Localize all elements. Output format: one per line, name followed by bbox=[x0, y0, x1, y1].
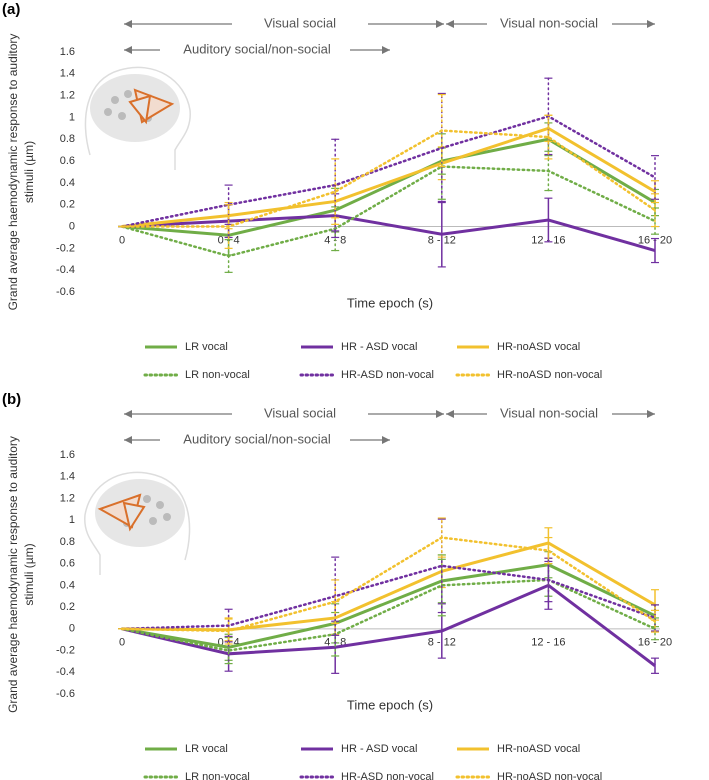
y-tick-label: 0.6 bbox=[60, 155, 75, 167]
arrow-head bbox=[436, 410, 444, 418]
x-tick-label: 0 bbox=[119, 637, 125, 649]
y-tick-label: 1.2 bbox=[60, 90, 75, 102]
y-tick-label: 0.2 bbox=[60, 601, 75, 613]
y-tick-label: -0.6 bbox=[56, 688, 75, 700]
y-tick-label: -0.4 bbox=[56, 264, 75, 276]
data-line bbox=[121, 541, 656, 632]
y-axis-title: Grand average haemodynamic response to a… bbox=[6, 436, 20, 713]
y-tick-label: 1.4 bbox=[60, 68, 75, 80]
legend-label: HR-ASD non-vocal bbox=[341, 771, 434, 780]
y-tick-label: 0.8 bbox=[60, 133, 75, 145]
y-tick-label: 1.2 bbox=[60, 492, 75, 504]
y-tick-label: 0 bbox=[69, 220, 75, 232]
data-line bbox=[120, 129, 657, 228]
y-tick-label: 0.2 bbox=[60, 199, 75, 211]
legend-label: HR-noASD non-vocal bbox=[497, 369, 602, 381]
y-tick-label: 1.4 bbox=[60, 471, 75, 483]
data-line bbox=[120, 564, 657, 631]
y-tick-label: -0.6 bbox=[56, 286, 75, 298]
y-tick-label: -0.4 bbox=[56, 666, 75, 678]
data-line bbox=[121, 214, 656, 252]
legend-label: LR vocal bbox=[185, 341, 228, 353]
data-line bbox=[120, 115, 657, 228]
arrow-head bbox=[124, 46, 132, 54]
arrow-head bbox=[382, 46, 390, 54]
y-tick-label: 0.4 bbox=[60, 579, 75, 591]
arrow-head bbox=[124, 436, 132, 444]
y-tick-label: 1.6 bbox=[60, 46, 75, 58]
y-tick-label: 0.6 bbox=[60, 558, 75, 570]
legend-label: LR non-vocal bbox=[185, 369, 250, 381]
x-axis-title: Time epoch (s) bbox=[347, 295, 433, 310]
legend-label: HR-noASD vocal bbox=[497, 341, 580, 353]
legend-label: HR-ASD non-vocal bbox=[341, 369, 434, 381]
arrow-head bbox=[446, 410, 454, 418]
annotation: Auditory social/non-social bbox=[183, 431, 331, 446]
y-tick-label: 1 bbox=[69, 514, 75, 526]
legend-label: HR - ASD vocal bbox=[341, 341, 417, 353]
panel-label: (a) bbox=[2, 1, 20, 18]
arrow-head bbox=[382, 436, 390, 444]
legend-label: LR non-vocal bbox=[185, 771, 250, 780]
annotation: Auditory social/non-social bbox=[183, 41, 331, 56]
arrow-head bbox=[647, 20, 655, 28]
annotation: Visual social bbox=[264, 15, 336, 30]
legend-label: HR - ASD vocal bbox=[341, 743, 417, 755]
data-line bbox=[120, 578, 657, 652]
data-line bbox=[121, 583, 656, 667]
arrow-head bbox=[124, 20, 132, 28]
y-tick-label: -0.2 bbox=[56, 644, 75, 656]
arrow-head bbox=[446, 20, 454, 28]
arrow-head bbox=[647, 410, 655, 418]
arrow-head bbox=[124, 410, 132, 418]
y-tick-label: 0 bbox=[69, 623, 75, 635]
y-axis-title: Grand average haemodynamic response to a… bbox=[6, 34, 20, 311]
data-line bbox=[120, 536, 657, 633]
brain-icon-b bbox=[84, 471, 191, 575]
data-line bbox=[120, 165, 657, 258]
annotation: Visual non-social bbox=[500, 15, 598, 30]
y-tick-label: 1 bbox=[69, 111, 75, 123]
arrow-head bbox=[436, 20, 444, 28]
y-tick-label: 0.4 bbox=[60, 177, 75, 189]
legend-label: LR vocal bbox=[185, 743, 228, 755]
legend-label: HR-noASD vocal bbox=[497, 743, 580, 755]
panel-label: (b) bbox=[2, 391, 21, 408]
x-tick-label: 16 - 20 bbox=[638, 637, 672, 649]
brain-icon-a bbox=[84, 66, 191, 170]
y-axis-title: stimuli (µm) bbox=[22, 543, 36, 605]
legend-label: HR-noASD non-vocal bbox=[497, 771, 602, 780]
annotation: Visual social bbox=[264, 405, 336, 420]
x-axis-title: Time epoch (s) bbox=[347, 697, 433, 712]
data-line bbox=[121, 137, 656, 237]
data-line bbox=[121, 126, 656, 229]
y-tick-label: -0.2 bbox=[56, 242, 75, 254]
x-tick-label: 0 bbox=[119, 234, 125, 246]
y-tick-label: 0.8 bbox=[60, 536, 75, 548]
x-tick-label: 12 - 16 bbox=[531, 637, 565, 649]
data-line bbox=[121, 563, 656, 649]
y-tick-label: 1.6 bbox=[60, 449, 75, 461]
y-axis-title: stimuli (µm) bbox=[22, 141, 36, 203]
annotation: Visual non-social bbox=[500, 405, 598, 420]
